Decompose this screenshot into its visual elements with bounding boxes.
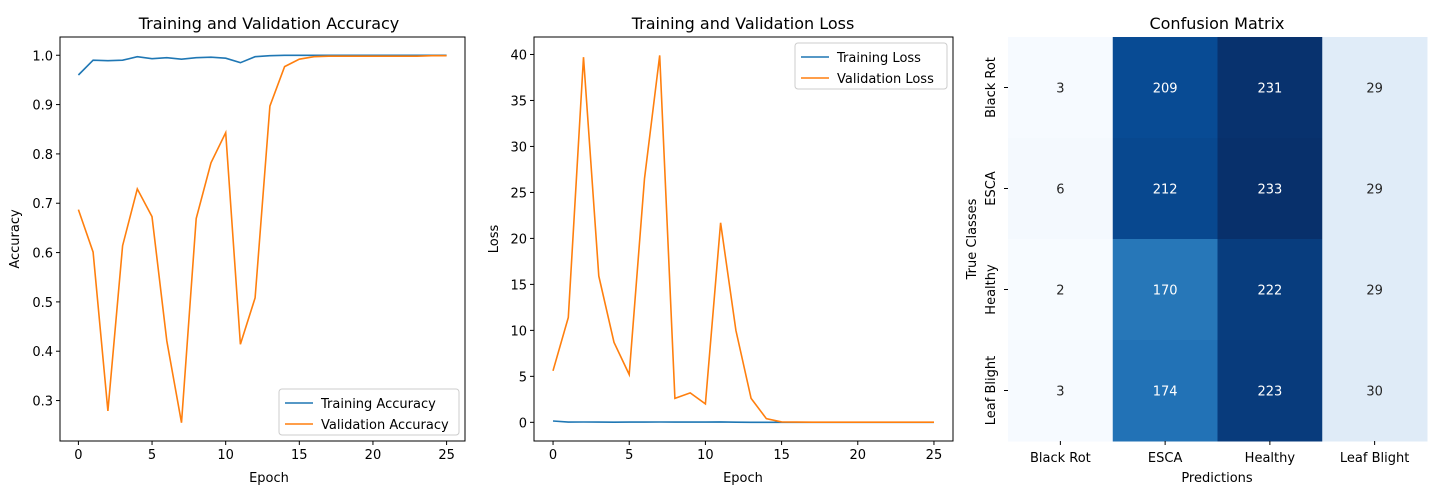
loss-y-tick-label: 0 [519, 416, 527, 431]
heatmap-cell [1217, 37, 1323, 139]
heatmap-cell-value: 170 [1153, 284, 1178, 299]
loss-legend-label: Training Loss [836, 51, 921, 66]
confusion-x-tick-label: Healthy [1245, 451, 1296, 466]
heatmap-cell-value: 231 [1257, 82, 1282, 97]
heatmap-cell-value: 174 [1153, 385, 1178, 400]
loss-axes-frame [533, 36, 954, 442]
accuracy-legend-label: Training Accuracy [320, 397, 436, 412]
accuracy-y-tick-label: 0.6 [32, 247, 53, 262]
loss-x-tick-label: 10 [697, 448, 714, 463]
accuracy-chart-title: Training and Validation Accuracy [138, 14, 400, 33]
accuracy-x-tick-label: 15 [291, 448, 308, 463]
loss-y-tick-label: 30 [510, 140, 527, 155]
loss-legend-box [794, 42, 948, 90]
accuracy-y-tick-label: 0.5 [32, 296, 53, 311]
loss-y-label: Loss [487, 225, 502, 254]
loss-x-tick-label: 20 [849, 448, 866, 463]
loss-x-label: Epoch [723, 471, 763, 486]
loss-chart-title: Training and Validation Loss [631, 14, 855, 33]
heatmap-cell [1008, 239, 1114, 341]
loss-x-tick-label: 0 [549, 448, 557, 463]
loss-series-validation-loss [552, 55, 934, 424]
heatmap-cell [1112, 239, 1218, 341]
accuracy-x-tick-label: 0 [74, 448, 82, 463]
accuracy-y-tick-label: 0.4 [32, 345, 53, 360]
accuracy-series-validation-accuracy [77, 54, 447, 423]
accuracy-y-tick-label: 1.0 [32, 49, 53, 64]
loss-x-tick-label: 25 [926, 448, 943, 463]
confusion-y-tick-label: Healthy [984, 264, 999, 315]
heatmap-cell-value: 209 [1153, 82, 1178, 97]
accuracy-legend-box [278, 388, 460, 436]
heatmap-cell [1112, 340, 1218, 442]
heatmap-cell-value: 222 [1257, 284, 1282, 299]
loss-y-tick-label: 25 [510, 186, 527, 201]
accuracy-y-label: Accuracy [8, 209, 23, 269]
accuracy-x-tick-label: 20 [365, 448, 382, 463]
accuracy-chart: Training and Validation Accuracy Epoch A… [8, 14, 466, 486]
confusion-x-tick-label: Leaf Blight [1340, 451, 1409, 466]
heatmap-cell [1008, 37, 1114, 139]
heatmap-cell [1008, 138, 1114, 240]
heatmap-cell-value: 3 [1056, 385, 1064, 400]
loss-legend-label: Validation Loss [837, 72, 934, 87]
heatmap-cell [1322, 340, 1428, 442]
loss-chart: Training and Validation Loss Epoch Loss … [487, 14, 954, 486]
accuracy-axes-frame [59, 36, 466, 442]
heatmap-cell [1217, 138, 1323, 240]
heatmap-cell-value: 6 [1056, 183, 1064, 198]
heatmap-cell [1322, 138, 1428, 240]
loss-y-tick-label: 15 [510, 278, 527, 293]
accuracy-x-tick-label: 25 [438, 448, 455, 463]
loss-y-tick-label: 40 [510, 48, 527, 63]
confusion-x-tick-label: Black Rot [1030, 451, 1091, 466]
heatmap-cell-value: 212 [1153, 183, 1178, 198]
confusion-y-tick-label: Leaf Blight [984, 356, 999, 425]
heatmap-cell-value: 223 [1257, 385, 1282, 400]
confusion-matrix-title: Confusion Matrix [1149, 14, 1284, 33]
confusion-y-label: True Classes [965, 198, 980, 280]
loss-y-tick-label: 35 [510, 94, 527, 109]
loss-y-tick-label: 10 [510, 324, 527, 339]
heatmap-cell-value: 29 [1366, 82, 1383, 97]
heatmap-cell-value: 30 [1366, 385, 1383, 400]
accuracy-y-tick-label: 0.7 [32, 197, 53, 212]
accuracy-x-tick-label: 5 [148, 448, 156, 463]
accuracy-series-training-accuracy [77, 54, 447, 76]
confusion-y-tick-label: Black Rot [984, 57, 999, 118]
accuracy-y-tick-label: 0.9 [32, 99, 53, 114]
heatmap-cell [1217, 340, 1323, 442]
accuracy-x-label: Epoch [249, 471, 289, 486]
loss-legend: Training Loss Validation Loss [794, 42, 948, 90]
accuracy-y-tick-label: 0.3 [32, 395, 53, 410]
heatmap-cell-value: 3 [1056, 82, 1064, 97]
confusion-x-label: Predictions [1181, 471, 1253, 486]
confusion-matrix: Confusion Matrix Predictions True Classe… [965, 14, 1428, 486]
heatmap-cell-value: 233 [1257, 183, 1282, 198]
heatmap-cell [1217, 239, 1323, 341]
heatmap-cell [1112, 138, 1218, 240]
heatmap-cell [1112, 37, 1218, 139]
loss-x-tick-label: 5 [625, 448, 633, 463]
confusion-y-tick-label: ESCA [984, 171, 999, 206]
confusion-x-tick-label: ESCA [1148, 451, 1183, 466]
heatmap-cell-value: 29 [1366, 284, 1383, 299]
loss-y-tick-label: 20 [510, 232, 527, 247]
loss-x-tick-label: 15 [773, 448, 790, 463]
accuracy-x-tick-label: 10 [217, 448, 234, 463]
accuracy-y-tick-label: 0.8 [32, 148, 53, 163]
accuracy-legend: Training Accuracy Validation Accuracy [278, 388, 460, 436]
heatmap-cell [1322, 239, 1428, 341]
heatmap-cell [1322, 37, 1428, 139]
loss-y-tick-label: 5 [519, 370, 527, 385]
heatmap-cell-value: 29 [1366, 183, 1383, 198]
accuracy-legend-label: Validation Accuracy [321, 418, 449, 433]
heatmap-cell-value: 2 [1056, 284, 1064, 299]
heatmap-cell [1008, 340, 1114, 442]
